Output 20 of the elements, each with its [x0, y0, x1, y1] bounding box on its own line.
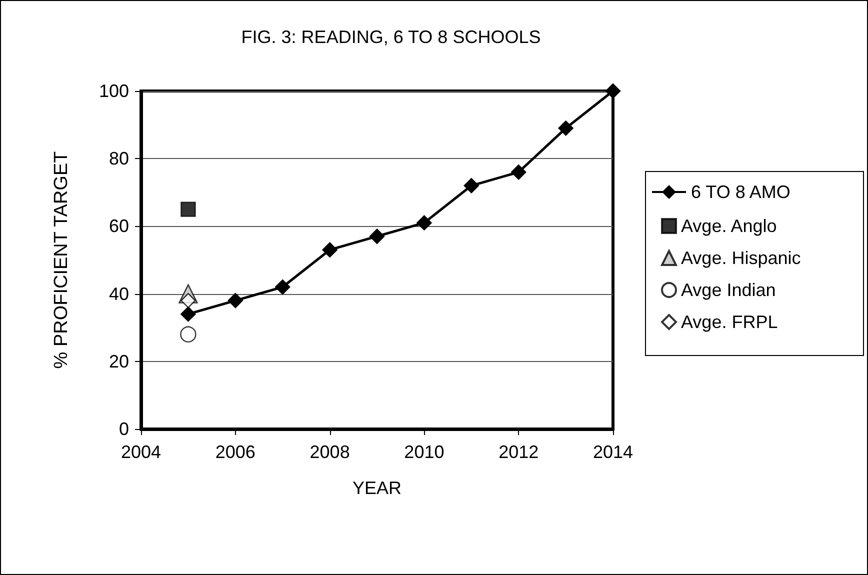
legend-label: Avge Indian [681, 280, 776, 300]
x-tick-label: 2012 [498, 442, 539, 462]
y-tick-label: 20 [108, 351, 129, 372]
y-tick-label: 80 [108, 148, 129, 169]
y-axis-title: % PROFICIENT TARGET [51, 150, 72, 369]
y-tick-label: 60 [108, 216, 129, 236]
legend-label: Avge. Anglo [681, 216, 777, 236]
y-tick-label: 0 [118, 419, 129, 439]
x-tick-label: 2004 [120, 442, 162, 462]
y-tick-label: 40 [108, 284, 129, 304]
y-tick-label: 100 [98, 81, 129, 101]
x-tick-label: 2008 [310, 442, 350, 462]
chart-title: FIG. 3: READING, 6 TO 8 SCHOOLS [241, 27, 541, 47]
x-tick-label: 2006 [215, 442, 256, 462]
x-tick-label: 2014 [592, 442, 634, 462]
legend-label: Avge. Hispanic [681, 248, 801, 268]
x-axis-title: YEAR [352, 478, 402, 498]
legend-label: Avge. FRPL [681, 312, 778, 332]
x-tick-label: 2010 [404, 442, 444, 462]
legend-label: 6 TO 8 AMO [691, 182, 790, 202]
